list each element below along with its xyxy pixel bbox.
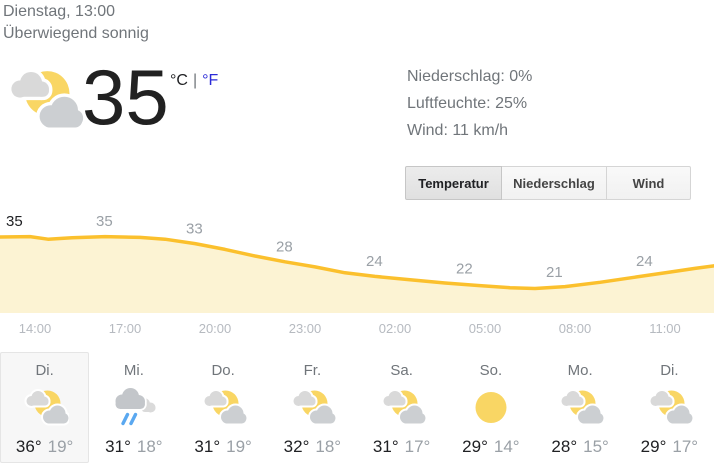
day-card[interactable]: Do. 31° 19° <box>178 352 268 463</box>
partly-cloudy-icon <box>199 384 248 432</box>
low-temp: 15° <box>583 437 609 456</box>
day-label: Di. <box>660 362 679 379</box>
day-temps: 29° 17° <box>641 437 698 457</box>
partly-cloudy-icon <box>21 384 69 432</box>
day-temps: 31° 17° <box>373 437 430 457</box>
low-temp: 17° <box>672 437 699 456</box>
time-label: 11:00 <box>649 321 681 336</box>
chart-mode-tabs: Temperatur Niederschlag Wind <box>405 166 691 200</box>
day-card[interactable]: Sa. 31° 17° <box>357 352 447 463</box>
tab-wind[interactable]: Wind <box>606 166 691 200</box>
high-temp: 31° <box>105 437 131 456</box>
day-card[interactable]: Di. 29° 17° <box>624 352 714 463</box>
time-label: 17:00 <box>108 321 142 336</box>
tab-niederschlag[interactable]: Niederschlag <box>501 166 607 200</box>
partly-cloudy-icon <box>556 384 605 432</box>
day-label: Di. <box>35 362 54 379</box>
condition-summary: Überwiegend sonnig <box>3 25 149 42</box>
chart-temp-label: 35 <box>96 213 113 230</box>
unit-divider: | <box>192 72 198 89</box>
day-card[interactable]: So. 29° 14° <box>446 352 536 463</box>
day-label: Fr. <box>303 362 322 379</box>
low-temp: 14° <box>493 437 520 456</box>
chart-temp-label: 22 <box>456 260 473 277</box>
time-label: 20:00 <box>198 321 232 336</box>
partly-cloudy-icon <box>645 384 694 432</box>
time-label: 02:00 <box>378 321 412 336</box>
low-temp: 17° <box>404 437 431 456</box>
day-temps: 32° 18° <box>284 437 341 457</box>
chart-temp-label: 35 <box>6 213 23 230</box>
day-label: So. <box>479 362 503 379</box>
high-temp: 29° <box>640 437 667 456</box>
chart-temp-label: 33 <box>186 220 203 237</box>
current-temperature: 35 <box>82 53 169 141</box>
chart-temp-label: 21 <box>546 264 563 281</box>
time-axis: 14:00 17:00 20:00 23:00 02:00 05:00 08:0… <box>0 321 714 337</box>
header: Dienstag, 13:00 Überwiegend sonnig <box>3 1 149 45</box>
high-temp: 29° <box>462 437 488 456</box>
tab-temperatur[interactable]: Temperatur <box>405 166 502 200</box>
time-label: 05:00 <box>468 321 502 336</box>
humidity-detail: Luftfeuchte: 25% <box>407 95 528 112</box>
low-temp: 19° <box>226 437 252 456</box>
day-label: Do. <box>211 362 235 379</box>
wind-detail: Wind: 11 km/h <box>407 122 509 139</box>
high-temp: 36° <box>15 437 42 456</box>
date-time-label: Dienstag, 13:00 <box>3 3 116 20</box>
day-temps: 29° 14° <box>462 437 519 457</box>
day-temps: 28° 15° <box>551 437 608 457</box>
celsius-toggle[interactable]: °C <box>170 72 188 89</box>
chart-temp-label: 24 <box>636 253 653 270</box>
precipitation-detail: Niederschlag: 0% <box>407 68 533 85</box>
high-temp: 31° <box>372 437 399 456</box>
day-temps: 31° 19° <box>194 437 251 457</box>
time-label: 23:00 <box>288 321 322 336</box>
day-card[interactable]: Mi. 31° 18° <box>89 352 179 463</box>
temperature-curve-chart[interactable]: 35 35 33 28 24 22 21 24 <box>0 200 714 315</box>
high-temp: 32° <box>283 437 310 456</box>
low-temp: 18° <box>315 437 342 456</box>
partly-cloudy-icon <box>0 60 86 142</box>
sunny-icon <box>467 384 515 432</box>
time-label: 08:00 <box>558 321 592 336</box>
day-label: Mi. <box>123 362 144 379</box>
low-temp: 18° <box>136 437 163 456</box>
rain-icon <box>110 384 158 432</box>
day-temps: 31° 18° <box>105 437 162 457</box>
high-temp: 28° <box>551 437 578 456</box>
day-card[interactable]: Fr. 32° 18° <box>267 352 357 463</box>
fahrenheit-toggle[interactable]: °F <box>202 72 219 89</box>
low-temp: 19° <box>47 437 74 456</box>
high-temp: 31° <box>194 437 221 456</box>
unit-toggle: °C | °F <box>170 72 218 90</box>
time-label: 14:00 <box>18 321 52 336</box>
chart-temp-label: 24 <box>366 253 383 270</box>
current-details: Niederschlag: 0% Luftfeuchte: 25% Wind: … <box>407 63 532 144</box>
daily-forecast: Di. 36° 19° Mi. 31° 18° Do. 31° 19° Fr. 32°… <box>0 352 714 463</box>
day-card[interactable]: Di. 36° 19° <box>0 352 90 463</box>
day-label: Sa. <box>390 362 413 379</box>
partly-cloudy-icon <box>288 384 337 432</box>
chart-temp-label: 28 <box>276 239 293 256</box>
day-label: Mo. <box>567 362 593 379</box>
day-temps: 36° 19° <box>16 437 73 457</box>
day-card[interactable]: Mo. 28° 15° <box>535 352 625 463</box>
partly-cloudy-icon <box>378 384 426 432</box>
